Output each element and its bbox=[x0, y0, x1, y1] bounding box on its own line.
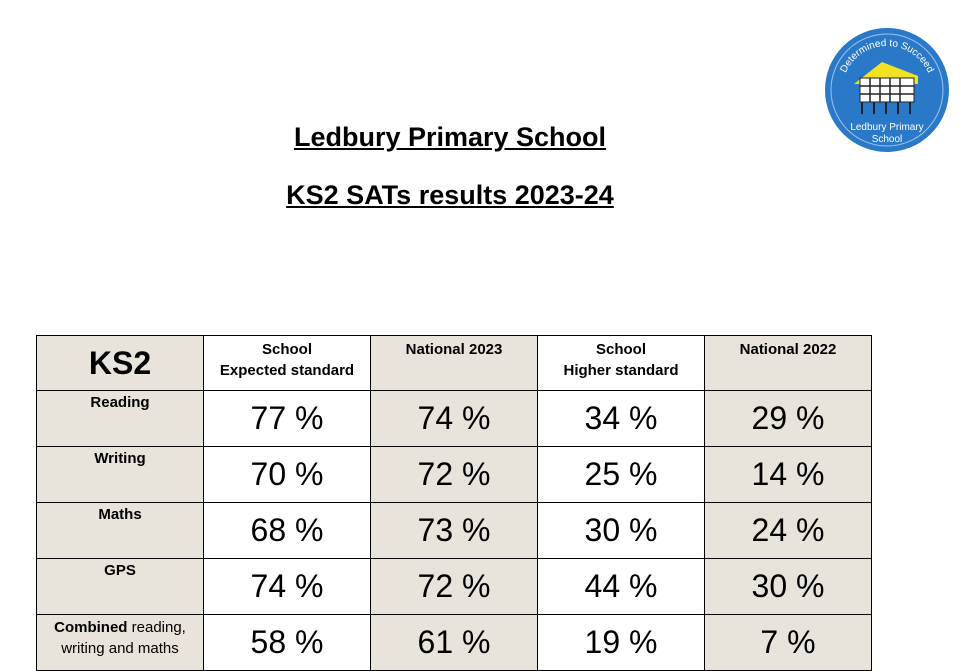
row-label-text: Writing bbox=[94, 450, 146, 467]
value-cell: 61 % bbox=[370, 614, 538, 671]
row-label: Reading bbox=[36, 390, 204, 447]
page-title: Ledbury Primary School bbox=[293, 122, 607, 152]
header-line: School bbox=[595, 341, 646, 358]
row-label-text: reading, writing and maths bbox=[61, 619, 186, 657]
row-label: Writing bbox=[36, 446, 204, 503]
value-cell: 77 % bbox=[203, 390, 371, 447]
header-line: School bbox=[261, 341, 312, 358]
header-line: National 2023 bbox=[405, 341, 503, 358]
table-row: Maths 68 % 73 % 30 % 24 % bbox=[36, 502, 872, 559]
row-label: Combined reading, writing and maths bbox=[36, 614, 204, 671]
value-cell: 70 % bbox=[203, 446, 371, 503]
value-cell: 44 % bbox=[537, 558, 705, 615]
value-cell: 74 % bbox=[203, 558, 371, 615]
value-cell: 74 % bbox=[370, 390, 538, 447]
header-row: KS2 School Expected standard National 202… bbox=[36, 335, 872, 391]
results-table: KS2 School Expected standard National 202… bbox=[36, 335, 872, 671]
value-cell: 73 % bbox=[370, 502, 538, 559]
value-cell: 24 % bbox=[704, 502, 872, 559]
column-header: National 2022 bbox=[704, 335, 872, 391]
table-row: Reading 77 % 74 % 34 % 29 % bbox=[36, 390, 872, 447]
table-row: Writing 70 % 72 % 25 % 14 % bbox=[36, 446, 872, 503]
row-label-text: Maths bbox=[98, 506, 142, 523]
value-cell: 25 % bbox=[537, 446, 705, 503]
column-header: National 2023 bbox=[370, 335, 538, 391]
table-row: GPS 74 % 72 % 44 % 30 % bbox=[36, 558, 872, 615]
row-label-bold: Combined bbox=[54, 619, 128, 636]
value-cell: 19 % bbox=[537, 614, 705, 671]
header-line: National 2022 bbox=[739, 341, 837, 358]
column-header: School Higher standard bbox=[537, 335, 705, 391]
header-line: Higher standard bbox=[563, 362, 679, 379]
value-cell: 30 % bbox=[704, 558, 872, 615]
value-cell: 29 % bbox=[704, 390, 872, 447]
logo-name: Ledbury Primary bbox=[850, 122, 923, 133]
value-cell: 68 % bbox=[203, 502, 371, 559]
column-header: School Expected standard bbox=[203, 335, 371, 391]
header-line: Expected standard bbox=[219, 362, 355, 379]
page-subtitle: KS2 SATs results 2023-24 bbox=[286, 180, 614, 210]
value-cell: 72 % bbox=[370, 558, 538, 615]
logo-name: School bbox=[872, 134, 903, 145]
value-cell: 72 % bbox=[370, 446, 538, 503]
value-cell: 30 % bbox=[537, 502, 705, 559]
value-cell: 58 % bbox=[203, 614, 371, 671]
row-label-text: Reading bbox=[90, 394, 150, 411]
school-logo: Determined to Succeed Ledbury Primary Sc… bbox=[823, 26, 951, 154]
row-label: GPS bbox=[36, 558, 204, 615]
value-cell: 14 % bbox=[704, 446, 872, 503]
corner-cell: KS2 bbox=[36, 335, 204, 391]
table-row: Combined reading, writing and maths 58 % 6… bbox=[36, 614, 872, 671]
value-cell: 34 % bbox=[537, 390, 705, 447]
value-cell: 7 % bbox=[704, 614, 872, 671]
row-label-text: GPS bbox=[104, 562, 136, 579]
row-label: Maths bbox=[36, 502, 204, 559]
